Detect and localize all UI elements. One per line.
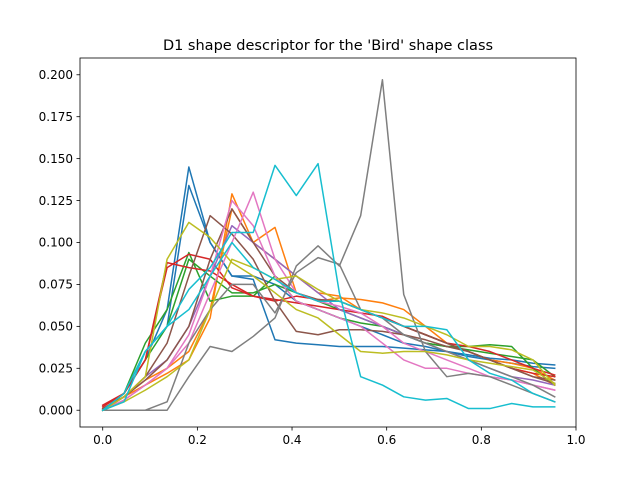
y-tick-label: 0.050 — [39, 320, 73, 334]
x-tick-label: 0.2 — [188, 433, 207, 447]
series-line-18 — [101, 162, 556, 412]
y-tick-label: 0.025 — [39, 361, 73, 375]
y-axis: 0.000 0.025 0.050 0.075 0.100 0.125 0.150 0.175… — [39, 68, 80, 417]
x-tick-label: 0.4 — [282, 433, 301, 447]
y-tick-label: 0.175 — [39, 110, 73, 124]
x-axis: 0.0 0.2 0.4 0.6 0.8 1.0 — [93, 427, 586, 447]
series-layer — [101, 79, 556, 412]
x-tick-label: 0.8 — [472, 433, 491, 447]
x-tick-label: 0.0 — [93, 433, 112, 447]
y-tick-label: 0.100 — [39, 236, 73, 250]
x-tick-label: 1.0 — [566, 433, 585, 447]
x-tick-label: 0.6 — [377, 433, 396, 447]
series-line-1 — [101, 166, 556, 412]
series-line-11 — [101, 208, 556, 412]
series-line-16 — [101, 221, 556, 412]
y-tick-label: 0.200 — [39, 68, 73, 82]
series-line-15 — [101, 256, 556, 411]
y-tick-label: 0.000 — [39, 403, 73, 417]
chart-title: D1 shape descriptor for the 'Bird' shape… — [163, 38, 493, 54]
series-line-17 — [101, 258, 556, 412]
y-tick-label: 0.150 — [39, 152, 73, 166]
series-line-6 — [101, 258, 556, 412]
series-line-8 — [101, 253, 556, 408]
series-line-12 — [101, 191, 556, 412]
y-tick-label: 0.125 — [39, 194, 73, 208]
series-line-19 — [101, 241, 556, 412]
series-line-14 — [101, 79, 556, 411]
y-tick-label: 0.075 — [39, 278, 73, 292]
